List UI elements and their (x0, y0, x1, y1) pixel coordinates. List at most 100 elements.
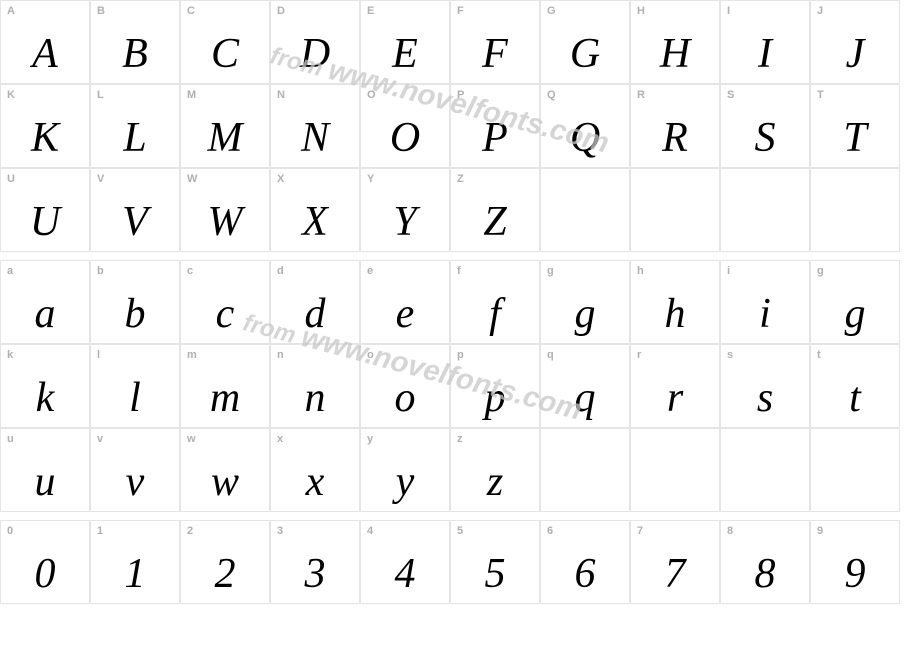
glyph: n (305, 377, 326, 419)
key-label: f (457, 265, 461, 277)
glyph-cell: SS (720, 84, 810, 168)
glyph: A (32, 33, 58, 75)
glyph-cell: HH (630, 0, 720, 84)
glyph: 4 (395, 553, 416, 595)
glyph: c (216, 293, 235, 335)
key-label: F (457, 5, 464, 17)
key-label: t (817, 349, 821, 361)
glyph-cell: TT (810, 84, 900, 168)
key-label: R (637, 89, 645, 101)
key-label: Z (457, 173, 464, 185)
glyph-row: UUVVWWXXYYZZ (0, 168, 911, 252)
key-label: S (727, 89, 735, 101)
key-label: V (97, 173, 105, 185)
glyph-cell: zz (450, 428, 540, 512)
glyph-cell: cc (180, 260, 270, 344)
glyph-cell: ii (720, 260, 810, 344)
glyph: 8 (755, 553, 776, 595)
glyph: F (482, 33, 508, 75)
glyph-cell: QQ (540, 84, 630, 168)
key-label: U (7, 173, 15, 185)
key-label: e (367, 265, 374, 277)
key-label: y (367, 433, 374, 445)
glyph: I (758, 33, 772, 75)
glyph-row: uuvvwwxxyyzz (0, 428, 911, 512)
key-label: 1 (97, 525, 104, 537)
glyph: h (665, 293, 686, 335)
key-label: A (7, 5, 15, 17)
key-label: i (727, 265, 731, 277)
key-label: O (367, 89, 376, 101)
font-glyph-grid: AABBCCDDEEFFGGHHIIJJKKLLMMNNOOPPQQRRSSTT… (0, 0, 911, 604)
glyph-cell: KK (0, 84, 90, 168)
glyph-cell: 66 (540, 520, 630, 604)
glyph: T (843, 117, 866, 159)
glyph: d (305, 293, 326, 335)
glyph-cell: 99 (810, 520, 900, 604)
key-label: K (7, 89, 15, 101)
key-label: n (277, 349, 284, 361)
glyph-cell: ff (450, 260, 540, 344)
glyph-cell: kk (0, 344, 90, 428)
glyph: 3 (305, 553, 326, 595)
glyph-cell (810, 168, 900, 252)
glyph-cell: vv (90, 428, 180, 512)
row-spacer (0, 512, 911, 520)
key-label: g (817, 265, 824, 277)
glyph: b (125, 293, 146, 335)
glyph: z (487, 461, 503, 503)
key-label: 3 (277, 525, 284, 537)
glyph: M (208, 117, 243, 159)
key-label: M (187, 89, 197, 101)
glyph: i (759, 293, 771, 335)
glyph-cell: RR (630, 84, 720, 168)
glyph: H (660, 33, 690, 75)
glyph-cell (810, 428, 900, 512)
glyph-cell: VV (90, 168, 180, 252)
glyph: x (306, 461, 325, 503)
glyph: U (30, 201, 60, 243)
glyph-cell: 88 (720, 520, 810, 604)
glyph-cell: bb (90, 260, 180, 344)
glyph: X (302, 201, 328, 243)
glyph: 7 (665, 553, 686, 595)
glyph-cell: MM (180, 84, 270, 168)
glyph-cell: PP (450, 84, 540, 168)
glyph-cell: FF (450, 0, 540, 84)
glyph: S (755, 117, 776, 159)
glyph-row: KKLLMMNNOOPPQQRRSSTT (0, 84, 911, 168)
glyph-cell: mm (180, 344, 270, 428)
key-label: m (187, 349, 197, 361)
glyph: K (31, 117, 59, 159)
glyph: k (36, 377, 55, 419)
glyph: V (122, 201, 148, 243)
glyph-cell: OO (360, 84, 450, 168)
glyph: O (390, 117, 420, 159)
key-label: w (187, 433, 196, 445)
glyph-cell: gg (810, 260, 900, 344)
glyph-cell: yy (360, 428, 450, 512)
glyph-cell: tt (810, 344, 900, 428)
glyph-row: 00112233445566778899 (0, 520, 911, 604)
glyph-cell: 00 (0, 520, 90, 604)
glyph: f (489, 293, 501, 335)
glyph: C (211, 33, 239, 75)
key-label: x (277, 433, 284, 445)
glyph: 9 (845, 553, 866, 595)
key-label: 4 (367, 525, 374, 537)
glyph-cell (720, 168, 810, 252)
key-label: Y (367, 173, 375, 185)
glyph: g (845, 293, 866, 335)
key-label: d (277, 265, 284, 277)
glyph-cell: DD (270, 0, 360, 84)
glyph-cell: nn (270, 344, 360, 428)
glyph: o (395, 377, 416, 419)
glyph-cell: 11 (90, 520, 180, 604)
glyph-cell: NN (270, 84, 360, 168)
glyph: t (849, 377, 861, 419)
glyph-cell: rr (630, 344, 720, 428)
glyph: l (129, 377, 141, 419)
glyph-cell: 33 (270, 520, 360, 604)
glyph: E (392, 33, 418, 75)
glyph: r (667, 377, 683, 419)
